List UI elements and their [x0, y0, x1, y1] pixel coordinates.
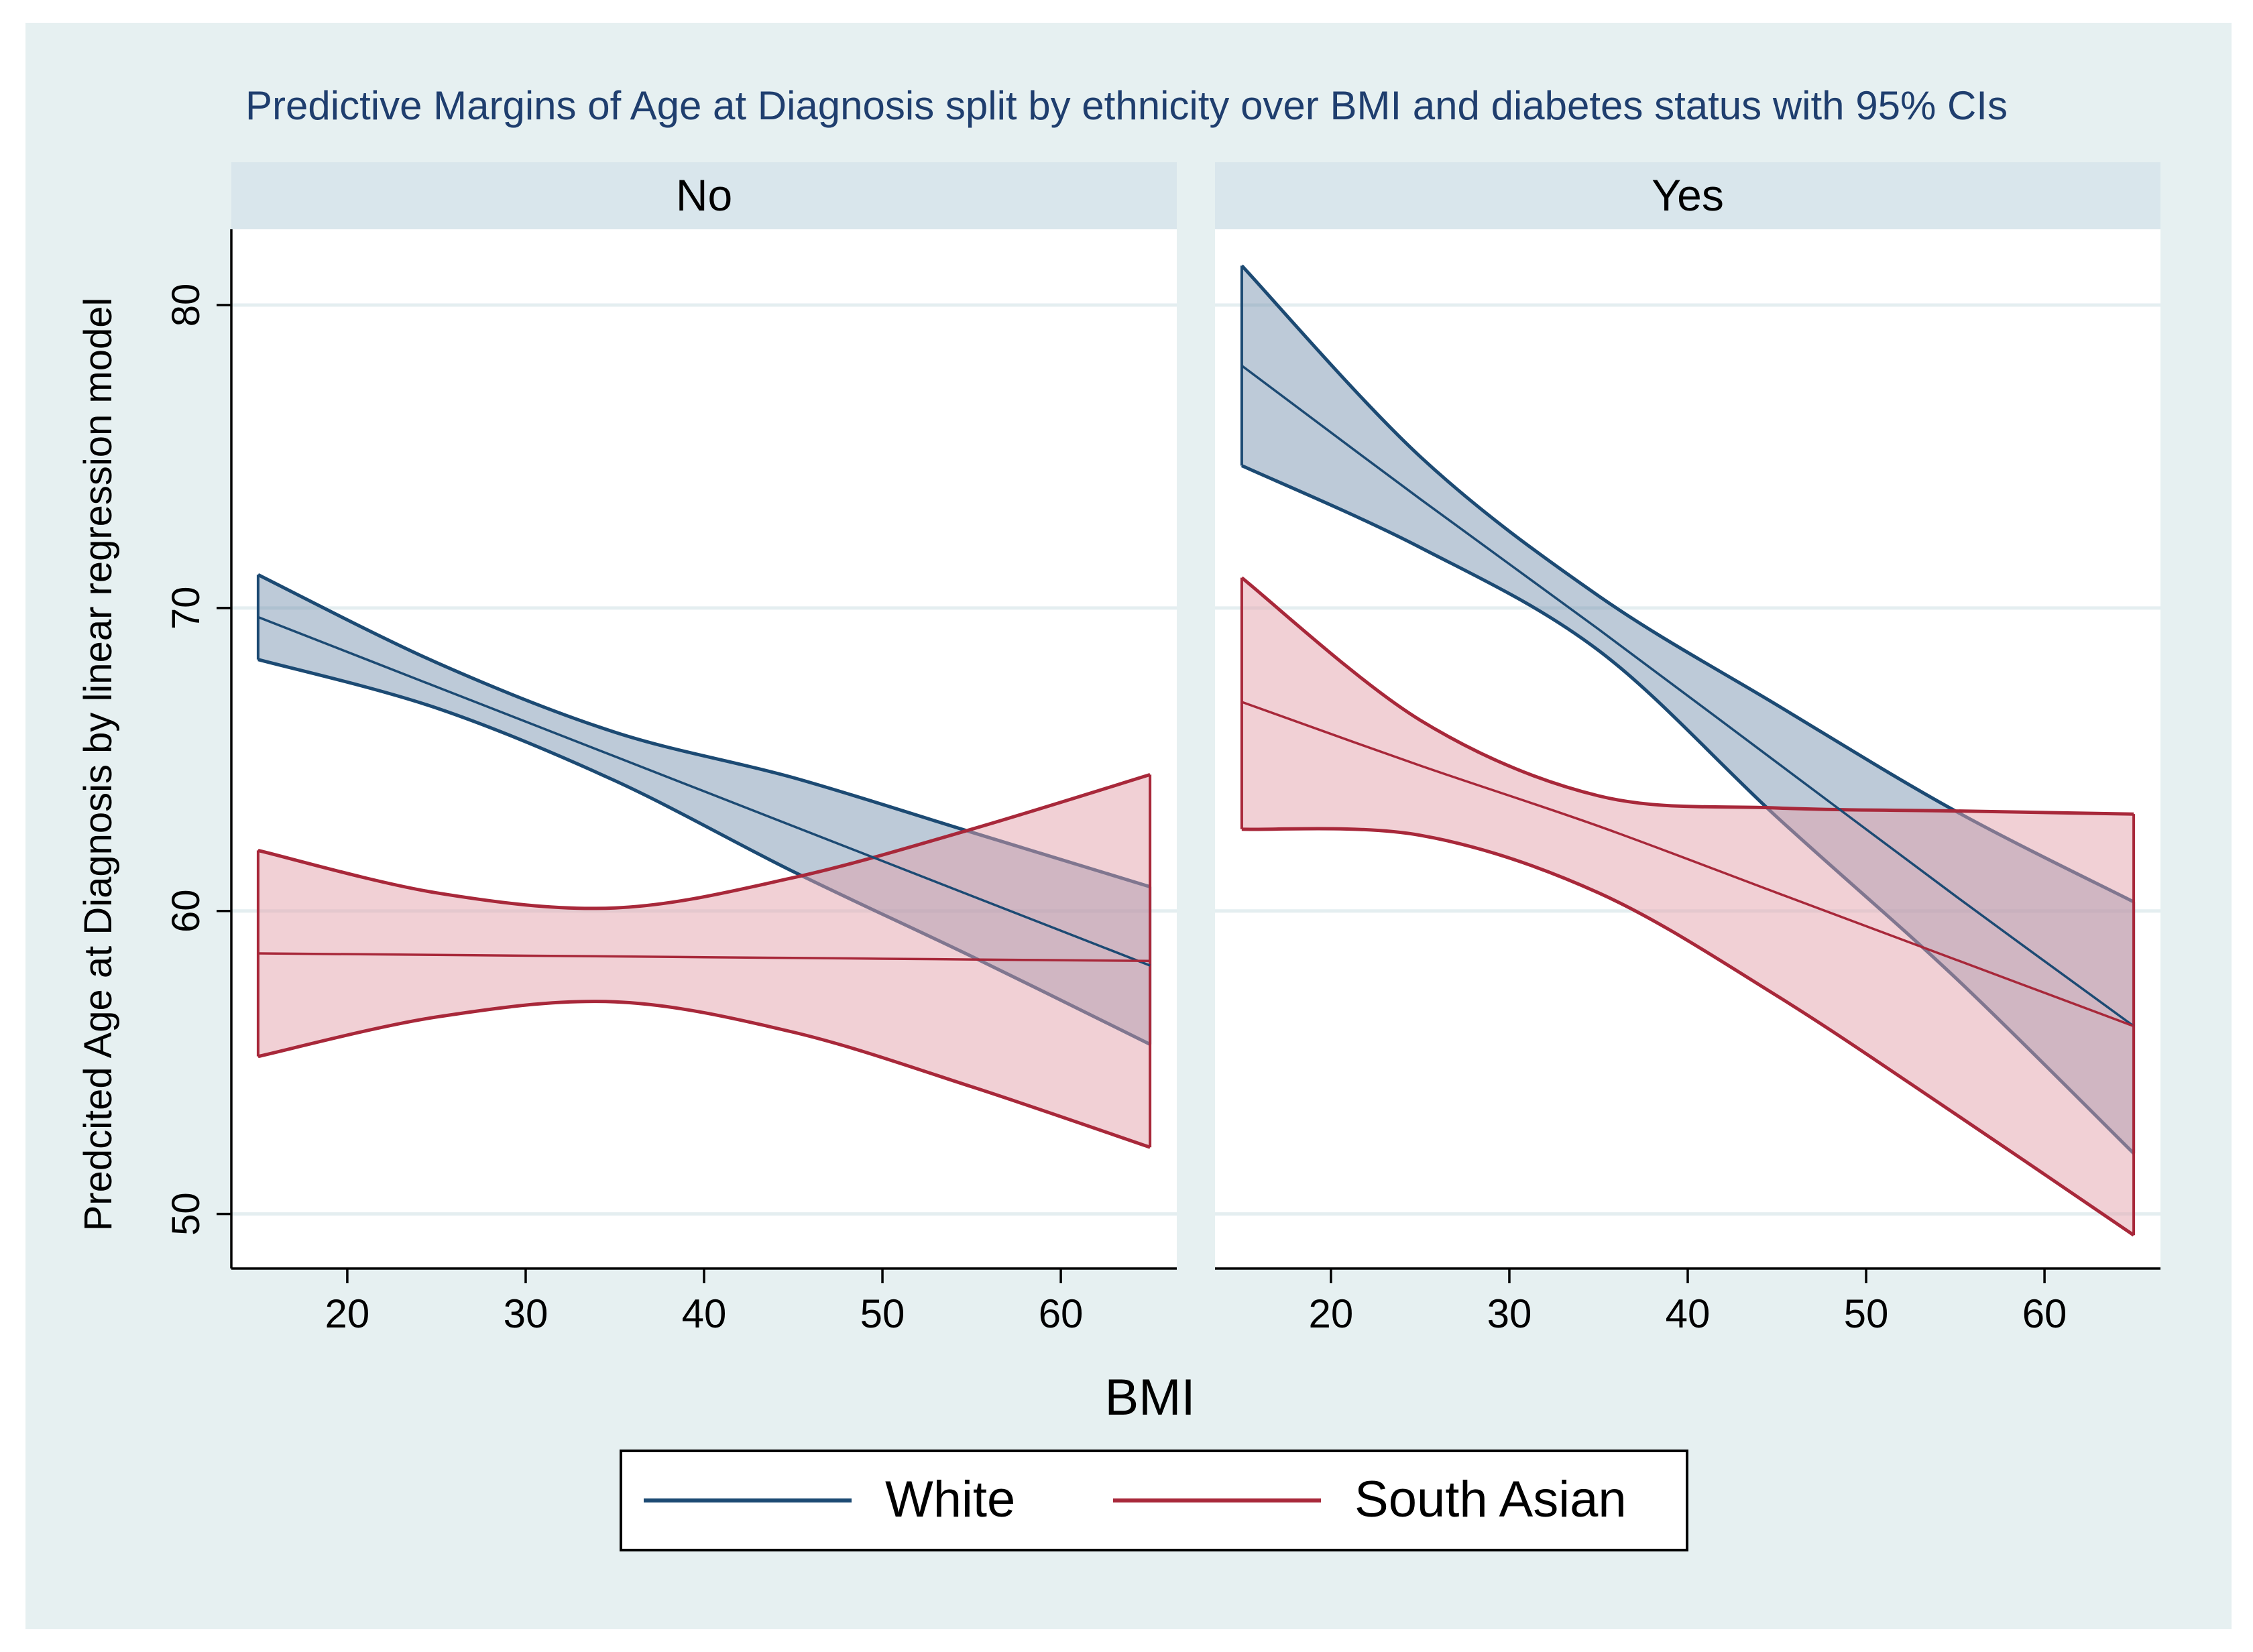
x-tick-label: 20: [1309, 1291, 1354, 1336]
panels: No 20 30 40 50 60 Yes 20 30 40 50 60 50 60 70 80: [164, 162, 2160, 1336]
ci-lower-south-asian: [257, 1000, 1151, 1149]
y-axis: 50 60 70 80: [164, 229, 233, 1268]
y-tick-label: 50: [164, 1192, 208, 1236]
x-tick-label: 20: [325, 1291, 370, 1336]
chart-title: Predictive Margins of Age at Diagnosis s…: [245, 83, 2008, 128]
plot-area: [231, 229, 1177, 1268]
panel-strip-label: Yes: [1652, 170, 1724, 220]
x-tick-label: 60: [2022, 1291, 2067, 1336]
ci-band-south-asian: [1241, 577, 2134, 1236]
ci-upper-south-asian: [257, 773, 1151, 910]
series-line-south-asian: [1241, 701, 2134, 1028]
ci-lower-south-asian: [1241, 827, 2135, 1237]
panel-yes: Yes 20 30 40 50 60: [1215, 162, 2160, 1336]
y-tick-label: 60: [164, 890, 208, 933]
panel-strip: [231, 162, 1177, 229]
series-line-white: [1240, 364, 2135, 1027]
ci-bands: [1240, 264, 2136, 1237]
x-tick-label: 50: [860, 1291, 905, 1336]
series-line-white: [257, 615, 1151, 967]
ci-bands: [256, 573, 1152, 1149]
series-line-south-asian: [257, 952, 1151, 963]
panel-no: No 20 30 40 50 60: [231, 162, 1177, 1336]
x-tick-label: 40: [682, 1291, 727, 1336]
x-axis-label: BMI: [1104, 1369, 1195, 1426]
legend-label-white: White: [885, 1471, 1015, 1528]
panel-strip: [1215, 162, 2160, 229]
x-tick-label: 50: [1844, 1291, 1889, 1336]
x-tick-label: 30: [504, 1291, 548, 1336]
series-lines: [257, 615, 1151, 967]
panel-strip-label: No: [676, 170, 732, 220]
ci-band-south-asian: [257, 774, 1151, 1148]
legend-label-south-asian: South Asian: [1354, 1471, 1627, 1528]
y-tick-label: 80: [164, 284, 208, 327]
x-tick-label: 40: [1666, 1291, 1711, 1336]
legend: White South Asian: [620, 1450, 1688, 1551]
x-tick-label: 60: [1039, 1291, 1084, 1336]
y-axis-label: Predcited Age at Diagnosis by linear reg…: [76, 298, 120, 1232]
x-tick-label: 30: [1487, 1291, 1532, 1336]
y-tick-label: 70: [164, 587, 208, 630]
ci-upper-south-asian: [1240, 576, 2134, 816]
series-lines: [1240, 364, 2135, 1028]
